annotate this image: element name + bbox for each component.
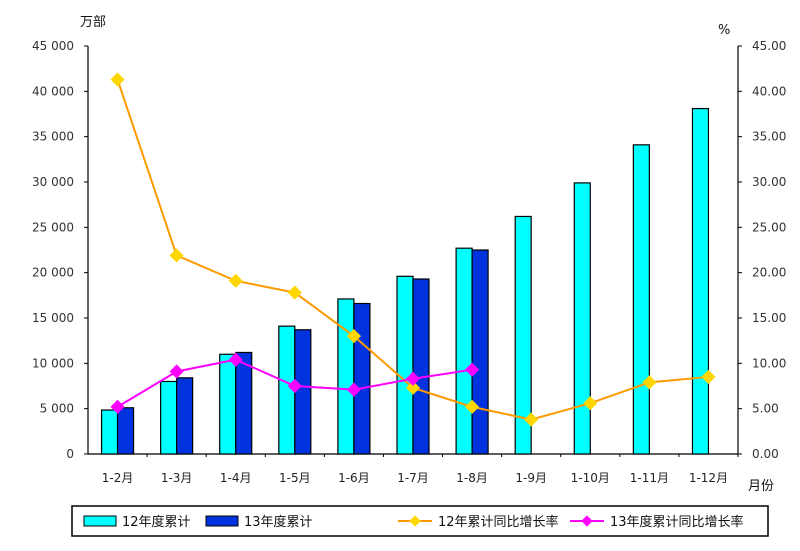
point-2013-growth: [110, 399, 125, 414]
right-tick-label: 15.00: [752, 311, 786, 325]
bar-2012: [160, 380, 178, 455]
right-tick-label: 40.00: [752, 84, 786, 98]
left-tick-label: 5 000: [40, 402, 74, 416]
right-tick-label: 20.00: [752, 266, 786, 280]
left-axis-unit: 万部: [80, 15, 106, 30]
right-tick-label: 10.00: [752, 356, 786, 370]
x-tick-label: 1-11月: [630, 471, 669, 485]
point-2013-growth: [346, 382, 361, 397]
x-tick-label: 1-12月: [689, 471, 728, 485]
bar-2013: [235, 351, 253, 455]
point-2012-growth: [642, 375, 657, 390]
right-tick-label: 25.00: [752, 220, 786, 234]
x-tick-label: 1-6月: [338, 471, 370, 485]
right-tick-label: 30.00: [752, 175, 786, 189]
point-2012-growth: [346, 329, 361, 344]
legend-label: 12年度累计: [122, 514, 191, 530]
point-2012-growth: [524, 412, 539, 427]
left-tick-label: 10 000: [32, 356, 74, 370]
legend-label: 13年度累计: [244, 514, 313, 530]
point-2012-growth: [228, 273, 243, 288]
bar-2012: [514, 215, 532, 455]
legend-swatch: [205, 515, 239, 527]
bar-2013: [116, 407, 135, 455]
bar-2012: [455, 247, 473, 455]
point-2012-growth: [583, 396, 598, 411]
point-2013-growth: [287, 378, 302, 394]
bar-2012: [100, 409, 119, 455]
point-2012-growth: [701, 369, 716, 385]
left-tick-label: 30 000: [32, 175, 74, 189]
bar-2013: [353, 302, 371, 455]
point-2013-growth: [228, 352, 243, 367]
left-tick-label: 45 000: [32, 39, 74, 53]
left-tick-label: 35 000: [32, 130, 74, 144]
bar-2013: [294, 329, 312, 455]
point-2013-growth: [169, 364, 184, 379]
right-axis-unit: %: [718, 23, 730, 38]
bar-2012: [691, 107, 710, 455]
left-tick-label: 0: [66, 447, 74, 461]
left-tick-label: 25 000: [32, 220, 74, 234]
x-tick-label: 1-10月: [571, 471, 610, 485]
left-tick-label: 20 000: [32, 266, 74, 280]
right-tick-label: 35.00: [752, 130, 786, 144]
x-tick-label: 1-9月: [515, 471, 547, 485]
point-2012-growth: [287, 285, 302, 300]
legend-marker: [409, 515, 421, 527]
bar-2012: [396, 275, 414, 455]
right-tick-label: 0.00: [752, 447, 779, 461]
point-2013-growth: [465, 362, 480, 377]
bar-2013: [176, 377, 194, 455]
bar-2012: [337, 298, 355, 455]
point-2013-growth: [405, 371, 421, 386]
bar-2012: [573, 182, 591, 455]
bar-2012: [632, 144, 650, 455]
point-2012-growth: [405, 380, 421, 395]
legend-label: 12年累计同比增长率: [438, 514, 559, 530]
left-tick-label: 15 000: [32, 311, 74, 325]
x-tick-label: 1-3月: [161, 471, 193, 485]
point-2012-growth: [169, 248, 184, 263]
legend-swatch: [83, 515, 117, 527]
x-tick-label: 1-8月: [456, 471, 488, 485]
legend-label: 13年度累计同比增长率: [610, 514, 744, 530]
right-tick-label: 45.00: [752, 39, 786, 53]
point-2012-growth: [110, 72, 125, 87]
right-tick-label: 5.00: [752, 402, 779, 416]
left-tick-label: 40 000: [32, 84, 74, 98]
x-axis-label: 月份: [748, 479, 774, 494]
bar-2013: [471, 249, 489, 455]
x-tick-label: 1-2月: [102, 471, 134, 485]
legend-marker: [581, 515, 593, 527]
point-2012-growth: [465, 399, 480, 414]
x-tick-label: 1-7月: [397, 471, 429, 485]
x-tick-label: 1-5月: [279, 471, 311, 485]
x-tick-label: 1-4月: [220, 471, 252, 485]
bar-2012: [219, 353, 237, 455]
bar-2013: [412, 278, 430, 455]
